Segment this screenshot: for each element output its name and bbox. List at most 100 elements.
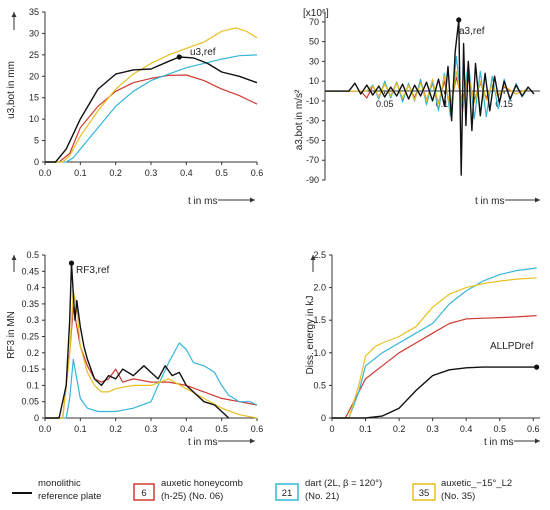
series-line-mono xyxy=(45,262,230,419)
y-tick-label: 0 xyxy=(34,413,39,423)
y-tick-label: 30 xyxy=(29,28,39,38)
multiplier-acceleration: [x10⁶] xyxy=(303,8,329,19)
xlabel-energy: t in ms xyxy=(484,437,513,448)
y-tick-label: 5 xyxy=(34,136,39,146)
x-tick-label: 0.0 xyxy=(39,168,52,178)
x-tick-label: 0.4 xyxy=(180,168,193,178)
ylabel-energy: Diss. energy in kJ xyxy=(305,296,316,375)
series-line-s35 xyxy=(45,27,258,163)
series-line-s21 xyxy=(45,342,258,419)
y-tick-label: -30 xyxy=(306,116,319,126)
y-tick-label: 0.1 xyxy=(26,380,39,390)
ylabel-acceleration: a3,bot in m/s² xyxy=(294,89,305,150)
annotation-marker xyxy=(534,364,540,370)
y-tick-label: 0.5 xyxy=(26,250,39,260)
x-tick-label: 0.3 xyxy=(145,168,158,178)
y-tick-label: 10 xyxy=(309,76,319,86)
y-tick-label: 2.5 xyxy=(313,250,326,260)
legend-label: reference plate xyxy=(38,491,101,502)
x-tick-label: 0.5 xyxy=(215,424,228,434)
y-tick-label: 0.35 xyxy=(21,299,39,309)
y-tick-label: 0.2 xyxy=(26,348,39,358)
y-tick-label: 20 xyxy=(29,71,39,81)
y-tick-label: 1.5 xyxy=(313,315,326,325)
x-tick-label: 0.2 xyxy=(109,168,122,178)
x-tick-label: 0.5 xyxy=(215,168,228,178)
x-tick-label: 0.5 xyxy=(493,424,506,434)
x-tick-label: 0.6 xyxy=(251,424,264,434)
x-tick-label: 0.6 xyxy=(251,168,264,178)
legend-label: (No. 35) xyxy=(441,491,475,502)
y-tick-label: 35 xyxy=(29,7,39,17)
annotation-u3-ref: u3,ref xyxy=(190,47,216,58)
annotation-rf3-ref: RF3,ref xyxy=(76,265,110,276)
y-tick-label: 0 xyxy=(34,157,39,167)
arrow-icon xyxy=(535,197,540,203)
x-tick-label: 0.1 xyxy=(74,424,87,434)
ylabel-reaction-force: RF3 in MN xyxy=(6,311,17,359)
legend-label: auxetic honeycomb xyxy=(161,478,243,489)
chart-displacement: 0 5 10 15 20 25 30 35 0.0 0.1 0.2 0.3 0.4 0.5 0.6 xyxy=(29,7,263,178)
arrow-icon xyxy=(535,438,540,444)
series-line-s21 xyxy=(45,54,258,163)
x-tick-label: 0 xyxy=(329,424,334,434)
legend-item-06: 6 auxetic honeycomb (h-25) (No. 06) xyxy=(133,478,243,502)
y-tick-label: 30 xyxy=(309,56,319,66)
x-tick-label: 0.2 xyxy=(109,424,122,434)
y-tick-label: 0 xyxy=(321,413,326,423)
x-tick-label: 0.2 xyxy=(393,424,406,434)
y-tick-label: 0.5 xyxy=(313,380,326,390)
x-tick-label: 0.4 xyxy=(460,424,473,434)
annotation-a3-ref: a3,ref xyxy=(459,26,485,37)
series-line-s35 xyxy=(332,277,537,419)
chart-reaction-force: 0 0.05 0.1 0.15 0.2 0.25 0.3 0.35 0.4 0.45 0.5 0.0 0… xyxy=(21,250,263,434)
y-tick-label: 10 xyxy=(29,114,39,124)
legend-badge: 21 xyxy=(282,488,293,499)
y-tick-label: 0.45 xyxy=(21,266,39,276)
legend-item-monolithic: monolithic reference plate xyxy=(12,478,101,502)
y-tick-label: 25 xyxy=(29,50,39,60)
arrow-icon xyxy=(250,438,255,444)
y-tick-label: 2.0 xyxy=(313,283,326,293)
legend-label: auxetic_−15°_L2 xyxy=(441,478,512,489)
y-tick-label: 15 xyxy=(29,93,39,103)
arrow-icon xyxy=(310,255,316,260)
x-tick-label: 0.1 xyxy=(359,424,372,434)
legend-badge: 6 xyxy=(141,488,146,499)
y-tick-label: -90 xyxy=(306,175,319,185)
chart-dissipated-energy: 0 0.5 1.0 1.5 2.0 2.5 0 0.1 0.2 0.3 0.4 0.5 0.6 xyxy=(313,250,540,434)
arrow-icon xyxy=(250,197,255,203)
y-tick-label: 0.3 xyxy=(26,315,39,325)
xlabel-reaction-force: t in ms xyxy=(188,437,217,448)
y-tick-label: -10 xyxy=(306,96,319,106)
y-tick-label: 1.0 xyxy=(313,348,326,358)
annotation-allpd-ref: ALLPDref xyxy=(490,341,534,352)
legend: monolithic reference plate 6 auxetic hon… xyxy=(12,478,512,502)
xlabel-displacement: t in ms xyxy=(188,196,217,207)
legend-label: monolithic xyxy=(38,478,81,489)
legend-label: dart (2L, β = 120°) xyxy=(305,478,382,489)
y-tick-label: 0.25 xyxy=(21,332,39,342)
x-tick-label: 0.1 xyxy=(74,168,87,178)
series-line-mono xyxy=(45,56,258,163)
series-line-s21 xyxy=(325,55,529,120)
annotation-marker xyxy=(456,17,462,23)
y-tick-label: 50 xyxy=(309,37,319,47)
series-line-s21 xyxy=(332,267,537,419)
y-tick-label: 0.15 xyxy=(21,364,39,374)
annotation-marker xyxy=(176,54,182,60)
y-tick-label: 70 xyxy=(309,17,319,27)
x-tick-label: 0.3 xyxy=(145,424,158,434)
y-tick-label: -70 xyxy=(306,155,319,165)
x-tick-label: 0.3 xyxy=(426,424,439,434)
ylabel-displacement: u3,bot in mm xyxy=(6,61,17,119)
x-tick-label: 0.0 xyxy=(39,424,52,434)
x-tick-label: 0.4 xyxy=(180,424,193,434)
series-line-mono xyxy=(332,366,537,419)
series-line-s35 xyxy=(325,70,529,110)
legend-item-21: 21 dart (2L, β = 120°) (No. 21) xyxy=(275,478,382,502)
arrow-icon xyxy=(11,12,17,17)
legend-badge: 35 xyxy=(419,488,430,499)
